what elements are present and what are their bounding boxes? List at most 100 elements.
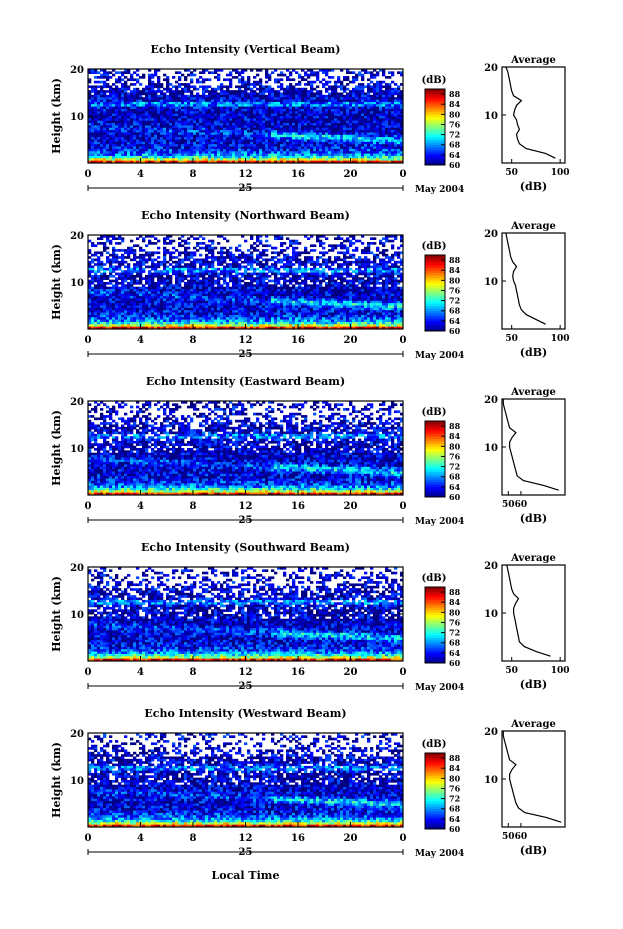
heatmap-cell	[142, 139, 146, 143]
heatmap-cell	[322, 267, 326, 271]
heatmap-cell	[319, 123, 323, 126]
heatmap-cell	[304, 71, 308, 74]
heatmap-cell	[304, 256, 308, 259]
heatmap-cell	[139, 108, 143, 112]
heatmap-cell	[127, 155, 131, 159]
heatmap-cell	[127, 146, 131, 150]
heatmap-cell	[334, 244, 338, 248]
heatmap-cell	[94, 148, 98, 152]
heatmap-cell	[301, 137, 305, 140]
heatmap-cell	[91, 155, 95, 159]
heatmap-cell	[139, 76, 143, 79]
heatmap-cell	[169, 106, 173, 110]
heatmap-cell	[184, 132, 188, 136]
heatmap-cell	[205, 139, 209, 143]
heatmap-cell	[91, 123, 95, 126]
heatmap-cell	[268, 274, 272, 278]
heatmap-cell	[223, 256, 227, 259]
heatmap-cell	[136, 153, 140, 157]
heatmap-cell	[319, 113, 323, 117]
heatmap-cell	[256, 80, 260, 84]
heatmap-cell	[190, 99, 194, 103]
heatmap-cell	[214, 267, 218, 271]
heatmap-cell	[223, 78, 227, 82]
heatmap-cell	[334, 267, 338, 271]
heatmap-cell	[253, 120, 257, 124]
colorbar-swatch	[425, 127, 445, 130]
heatmap-cell	[376, 104, 380, 107]
heatmap-cell	[259, 125, 263, 129]
heatmap-cell	[142, 132, 146, 136]
heatmap-cell	[289, 134, 293, 138]
heatmap-cell	[292, 78, 296, 82]
heatmap-cell	[151, 251, 155, 255]
heatmap-cell	[220, 134, 224, 138]
heatmap-cell	[301, 130, 305, 133]
heatmap-cell	[187, 265, 191, 269]
heatmap-cell	[196, 78, 200, 82]
heatmap-cell	[238, 73, 242, 77]
heatmap-cell	[139, 274, 143, 278]
heatmap-cell	[337, 237, 341, 240]
heatmap-cell	[259, 137, 263, 140]
heatmap-cell	[343, 153, 347, 157]
heatmap-cell	[193, 258, 197, 262]
heatmap-cell	[373, 120, 377, 124]
heatmap-cell	[247, 120, 251, 124]
heatmap-cell	[277, 146, 281, 150]
heatmap-cell	[316, 111, 320, 114]
colorbar-swatch	[425, 157, 445, 161]
heatmap-cell	[178, 267, 182, 271]
heatmap-cell	[154, 73, 158, 77]
heatmap-cell	[316, 260, 320, 264]
heatmap-cell	[91, 108, 95, 112]
heatmap-cell	[331, 277, 335, 280]
heatmap-cell	[274, 246, 278, 250]
heatmap-cell	[337, 270, 341, 273]
heatmap-cell	[151, 151, 155, 154]
heatmap-cell	[142, 125, 146, 129]
heatmap-cell	[367, 118, 371, 121]
heatmap-cell	[400, 277, 404, 280]
heatmap-cell	[217, 256, 221, 259]
heatmap-cell	[325, 137, 329, 140]
heatmap-cell	[175, 125, 179, 129]
heatmap-cell	[154, 101, 158, 105]
heatmap-cell	[385, 118, 389, 121]
heatmap-cell	[394, 87, 398, 91]
heatmap-cell	[217, 125, 221, 129]
heatmap-cell	[193, 270, 197, 273]
heatmap-cell	[271, 160, 275, 164]
heatmap-cell	[208, 71, 212, 74]
heatmap-cell	[337, 127, 341, 131]
heatmap-cell	[226, 92, 230, 96]
heatmap-cell	[352, 104, 356, 107]
heatmap-cell	[223, 274, 227, 278]
heatmap-cell	[307, 97, 311, 100]
heatmap-cell	[337, 120, 341, 124]
heatmap-cell	[190, 120, 194, 124]
heatmap-cell	[304, 235, 308, 238]
heatmap-cell	[229, 153, 233, 157]
heatmap-cell	[133, 111, 137, 114]
heatmap-cell	[109, 101, 113, 105]
heatmap-cell	[316, 73, 320, 77]
heatmap-cell	[133, 116, 137, 119]
heatmap-cell	[142, 111, 146, 114]
heatmap-cell	[388, 141, 392, 145]
heatmap-cell	[181, 160, 185, 164]
heatmap-cell	[232, 69, 236, 72]
heatmap-cell	[283, 94, 287, 98]
heatmap-cell	[214, 123, 218, 126]
heatmap-cell	[304, 263, 308, 266]
heatmap-cell	[319, 139, 323, 143]
heatmap-cell	[322, 101, 326, 105]
heatmap-cell	[376, 83, 380, 86]
heatmap-cell	[316, 78, 320, 82]
heatmap-cell	[97, 120, 101, 124]
heatmap-cell	[388, 108, 392, 112]
heatmap-cell	[280, 104, 284, 107]
heatmap-cell	[262, 123, 266, 126]
heatmap-cell	[262, 106, 266, 110]
heatmap-cell	[352, 237, 356, 240]
